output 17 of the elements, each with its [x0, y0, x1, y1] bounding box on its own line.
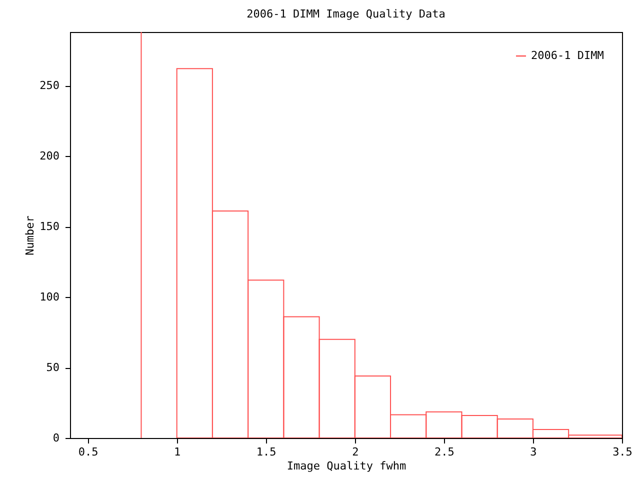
x-tick-label: 3 — [530, 446, 537, 458]
x-tick-label: 3.5 — [612, 446, 632, 458]
y-tick-label: 250 — [40, 79, 60, 92]
x-tick-label: 0.5 — [78, 446, 98, 458]
x-axis-title: Image Quality fwhm — [286, 460, 406, 472]
y-tick-label: 150 — [40, 220, 60, 234]
x-tick-label: 1 — [174, 446, 181, 458]
legend-label: 2006-1 DIMM — [531, 49, 604, 62]
y-tick-label: 0 — [52, 432, 60, 444]
y-tick-label: 200 — [40, 150, 60, 163]
y-axis-title: Number — [24, 215, 37, 256]
x-tick-label: 2.5 — [434, 446, 454, 458]
x-tick-label: 2 — [352, 446, 359, 458]
y-tick-label: 50 — [46, 361, 60, 374]
chart-title: 2006-1 DIMM Image Quality Data — [246, 8, 446, 20]
y-tick-label: 100 — [40, 290, 60, 304]
x-tick-label: 1.5 — [256, 446, 276, 458]
